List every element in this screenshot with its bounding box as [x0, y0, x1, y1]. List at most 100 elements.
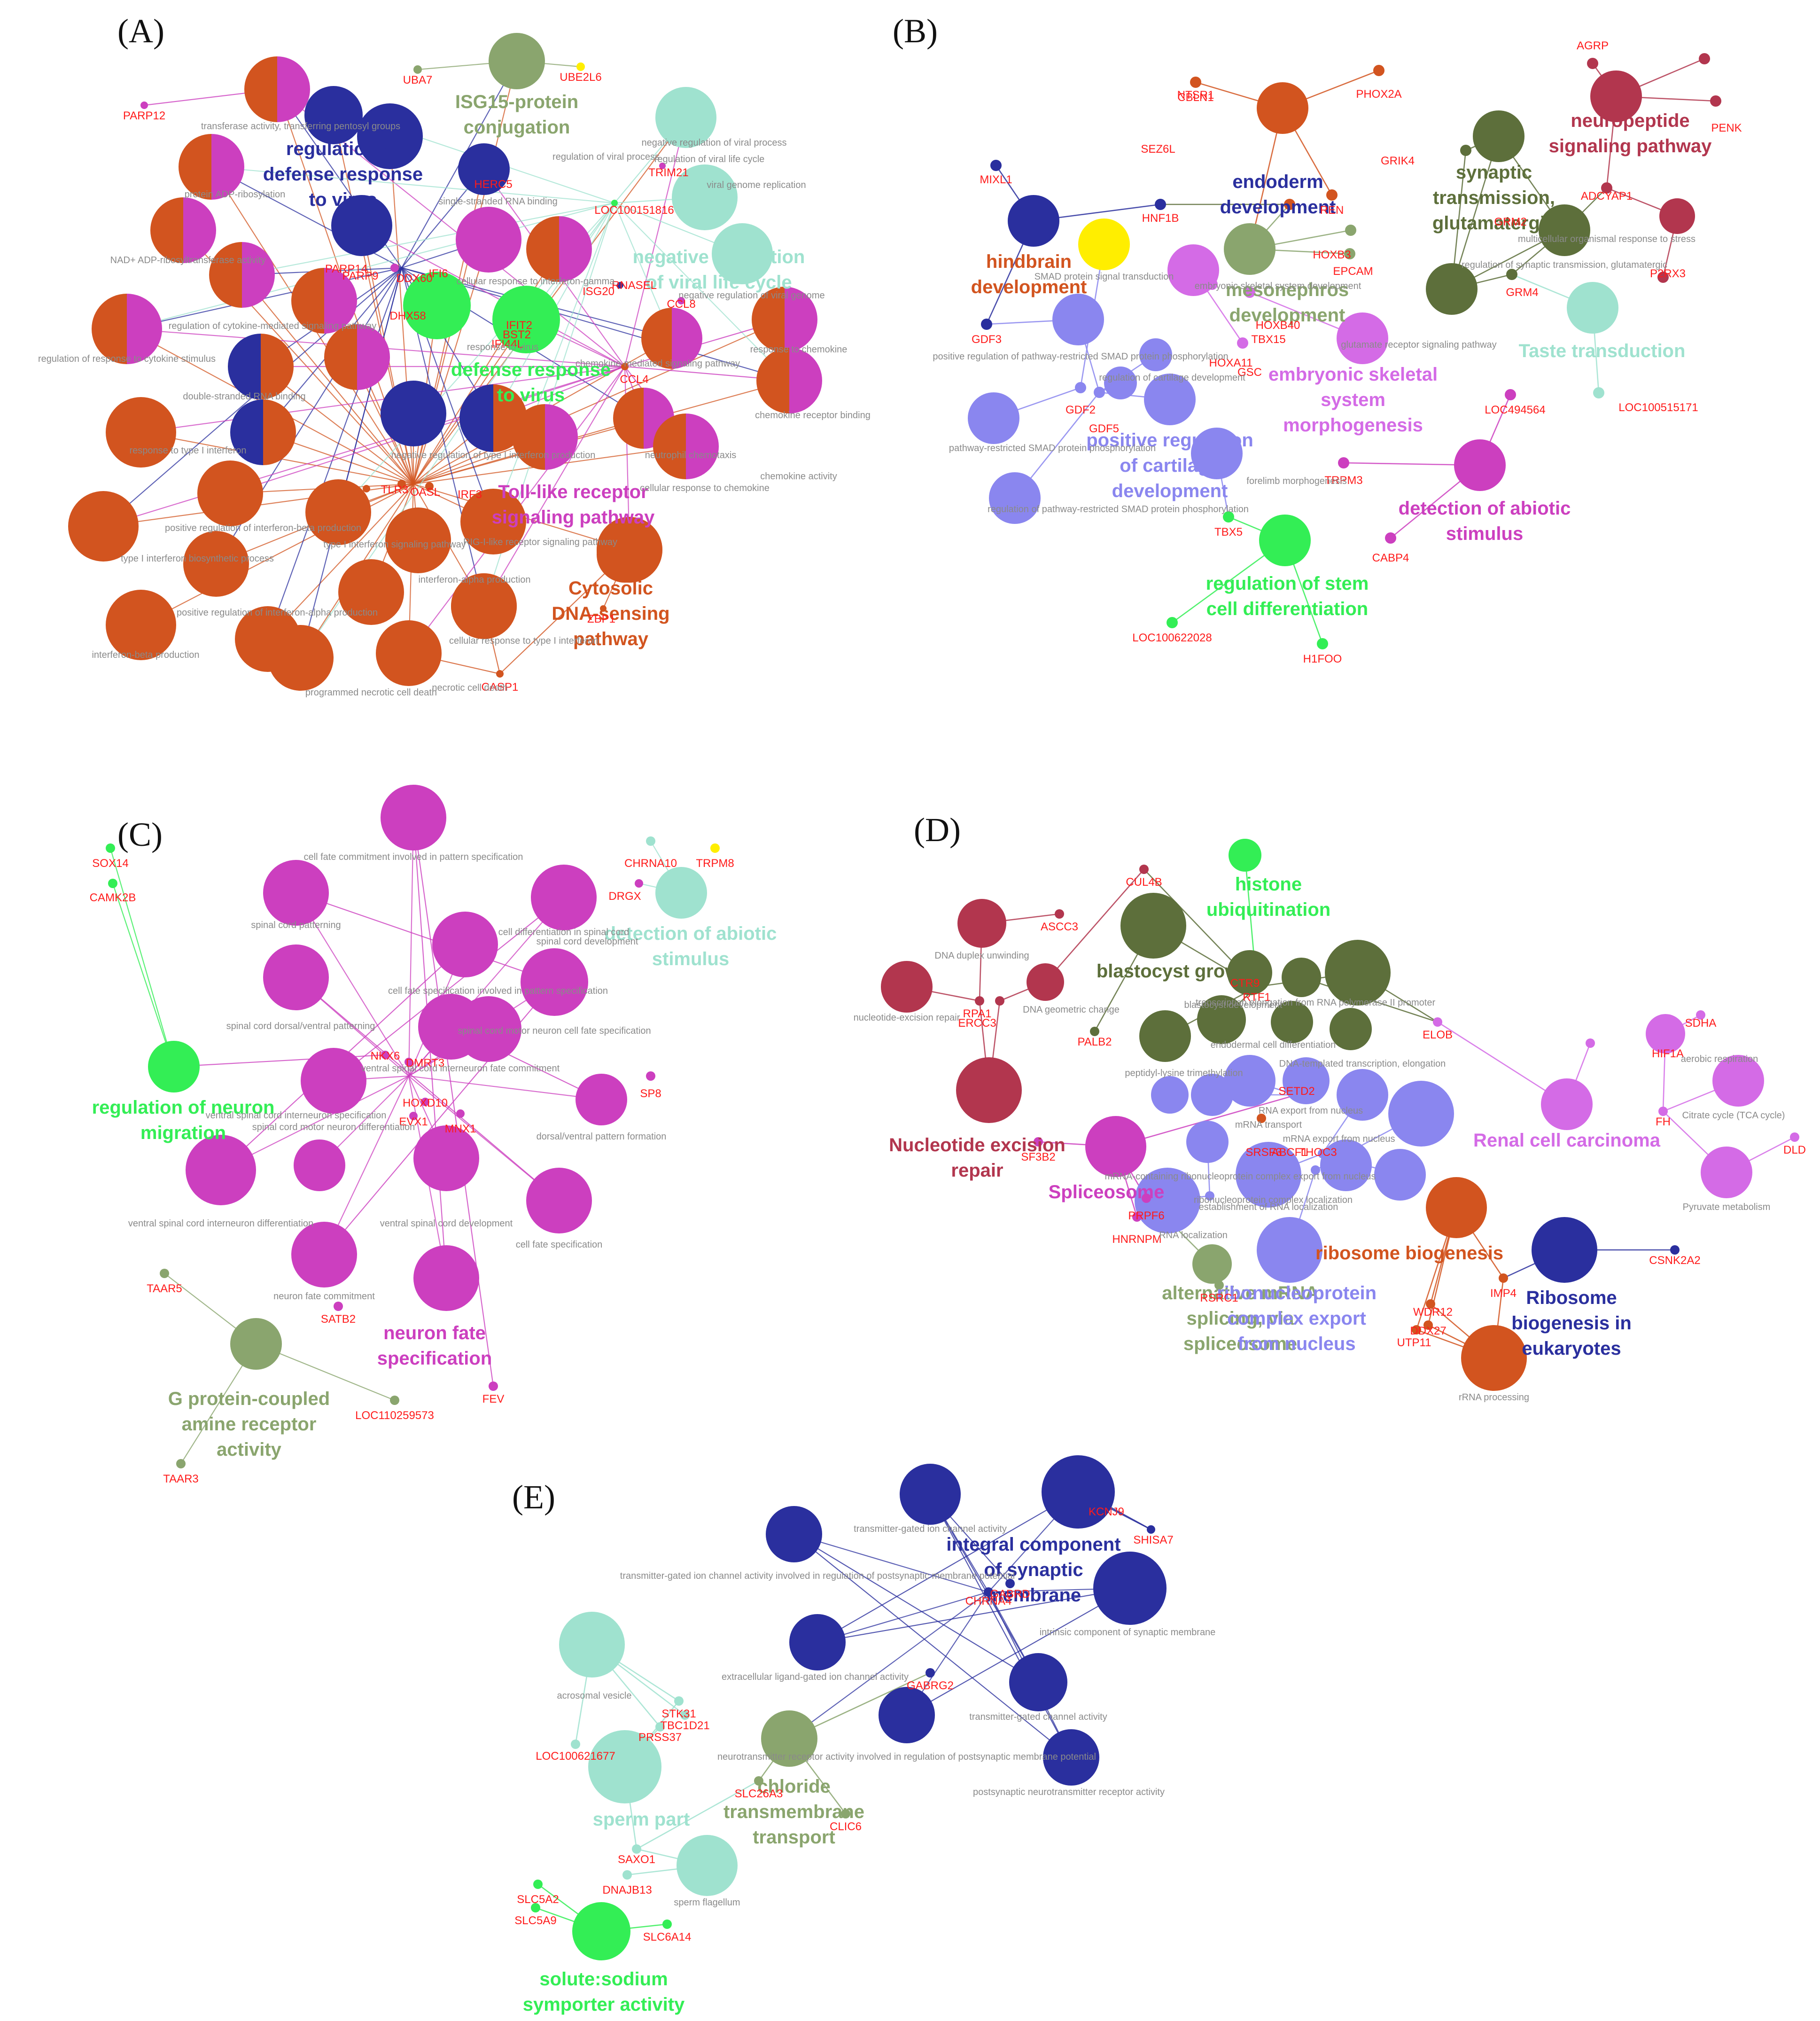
gene-label-rpa1: RPA1 [963, 1007, 992, 1020]
cluster-label-line: migration [140, 1123, 226, 1143]
network-edge [930, 1494, 1039, 1683]
network-edge [817, 1587, 1130, 1643]
term-label: programmed necrotic cell death [305, 687, 437, 698]
term-node [1078, 218, 1130, 270]
cluster-label-blastocyst-growth: blastocyst growth [1097, 961, 1257, 982]
gene-label-cbln1: CBLN1 [1177, 91, 1213, 104]
cluster-label-regulation-of-stem: regulation of stem cell differentiation [1206, 573, 1369, 619]
term-node [526, 216, 592, 282]
gene-node [1252, 982, 1261, 991]
term-node [1224, 223, 1276, 275]
term-label: acrosomal vesicle [557, 1691, 632, 1701]
term-label: RNA export from nucleus [1259, 1106, 1363, 1116]
cluster-label-line: detection of abiotic [1399, 498, 1571, 519]
cluster-label-alternative-mrna: alternative mRNA splicing, via spliceosome [1162, 1283, 1318, 1354]
gene-node [1699, 53, 1710, 64]
term-node [1330, 1008, 1372, 1050]
term-label: regulation of cytokine-mediated signalin… [169, 321, 377, 331]
gene-node [655, 1722, 665, 1732]
cluster-label-integral-component: integral component of synaptic membrane [946, 1534, 1120, 1606]
gene-node [1240, 973, 1250, 982]
gene-node [1155, 199, 1166, 210]
gene-label-ifit2: IFIT2 [506, 319, 532, 332]
gene-label-nkx6: NKX6 [371, 1050, 400, 1062]
term-node [1120, 893, 1186, 959]
term-node [712, 223, 773, 284]
term-label: positive regulation of pathway-restricte… [933, 351, 1228, 362]
term-label: cell differentiation in spinal cord [498, 927, 630, 937]
gene-label-trpm3: TRPM3 [1324, 474, 1362, 487]
term-label: type I interferon biosynthetic process [121, 554, 274, 564]
term-node-half [92, 294, 127, 364]
cluster-label-neuropeptide: neuropeptide signaling pathway [1549, 110, 1712, 156]
gene-node [404, 1058, 413, 1066]
term-label: blastocyst development [1184, 1000, 1282, 1010]
term-node [324, 324, 390, 390]
gene-label-elob: ELOB [1423, 1029, 1453, 1041]
gene-label-ntsr1: NTSR1 [1177, 89, 1214, 101]
cluster-label-spliceosome: Spliceosome [1049, 1182, 1165, 1202]
cluster-label-line: Renal cell carcinoma [1473, 1130, 1661, 1151]
term-node [653, 414, 719, 479]
term-node [1426, 1177, 1487, 1238]
cluster-label-line: repair [951, 1160, 1003, 1181]
term-node [1224, 1055, 1276, 1107]
term-node [92, 294, 162, 364]
gene-node [611, 200, 618, 206]
network-edge [793, 1534, 1072, 1758]
gene-label-grm2: GRM2 [1494, 216, 1526, 228]
term-label: positive regulation of interferon-beta p… [165, 523, 361, 533]
gene-label-penk: PENK [1711, 122, 1742, 134]
gene-node [421, 1098, 429, 1106]
term-node [1144, 374, 1196, 425]
cluster-label-cytosolic: Cytosolic DNA-sensing pathway [552, 578, 669, 649]
network-edge [267, 267, 403, 640]
cluster-label-line: signaling pathway [492, 507, 655, 528]
gene-label-prss37: PRSS37 [638, 1731, 682, 1744]
term-node [1139, 1010, 1191, 1062]
gene-label-epcam: EPCAM [1333, 265, 1373, 278]
term-label: response to chemokine [750, 344, 848, 355]
term-label: dorsal/ventral pattern formation [537, 1131, 667, 1142]
term-node [1167, 244, 1219, 296]
term-node [268, 625, 334, 691]
network-edge [413, 319, 785, 485]
gene-label-loc100515171: LOC100515171 [1618, 401, 1698, 414]
term-node [1139, 338, 1172, 371]
term-label: mRNA export from nucleus [1283, 1134, 1395, 1144]
gene-node [659, 163, 666, 169]
gene-node [1167, 617, 1178, 628]
panel-label-a: (A) [117, 12, 164, 50]
cluster-label-line: of synaptic [984, 1560, 1083, 1580]
gene-label-parp9: PARP9 [342, 270, 379, 282]
term-label: forelimb morphogenesis [1246, 476, 1346, 486]
network-edge [112, 883, 175, 1067]
cluster-label-chloride: chloride transmembrane transport [723, 1776, 864, 1848]
term-node-half [211, 134, 244, 200]
term-node [1257, 1217, 1322, 1283]
term-label: positive regulation of interferon-alpha … [177, 608, 378, 618]
gene-node [1790, 1132, 1799, 1142]
gene-label-rnasel: RNASEL [612, 279, 657, 292]
gene-label-cul4b: CUL4B [1126, 876, 1162, 889]
network-edge [1451, 136, 1500, 289]
gene-label-adcyap1: ADCYAP1 [1581, 190, 1633, 203]
cluster-label-line: spliceosome [1183, 1334, 1297, 1354]
gene-node [1094, 387, 1105, 398]
cluster-label-line: transmission, [1433, 187, 1555, 208]
term-node [385, 507, 451, 573]
panel-label-d: (D) [914, 811, 961, 849]
gene-label-ddx60: DDX60 [396, 272, 432, 285]
cluster-label-embryonic-skeletal: embryonic skeletal system morphogenesis [1268, 364, 1438, 436]
cluster-label-line: development [1112, 481, 1228, 501]
term-label: spinal cord motor neuron differentiation [252, 1122, 415, 1132]
cluster-label-line: ribosome biogenesis [1315, 1243, 1503, 1264]
cluster-label-line: amine receptor [182, 1414, 317, 1435]
cluster-label-line: positive regulation [1086, 430, 1253, 451]
cluster-label-positive-regulation: positive regulation of cartilage developme… [1086, 430, 1253, 501]
cluster-label-detection-of-abiotic: detection of abiotic stimulus [1399, 498, 1571, 544]
network-edge [413, 380, 790, 485]
cluster-label-line: biogenesis in [1511, 1313, 1632, 1334]
term-node [1659, 198, 1695, 234]
gene-node [646, 836, 655, 846]
